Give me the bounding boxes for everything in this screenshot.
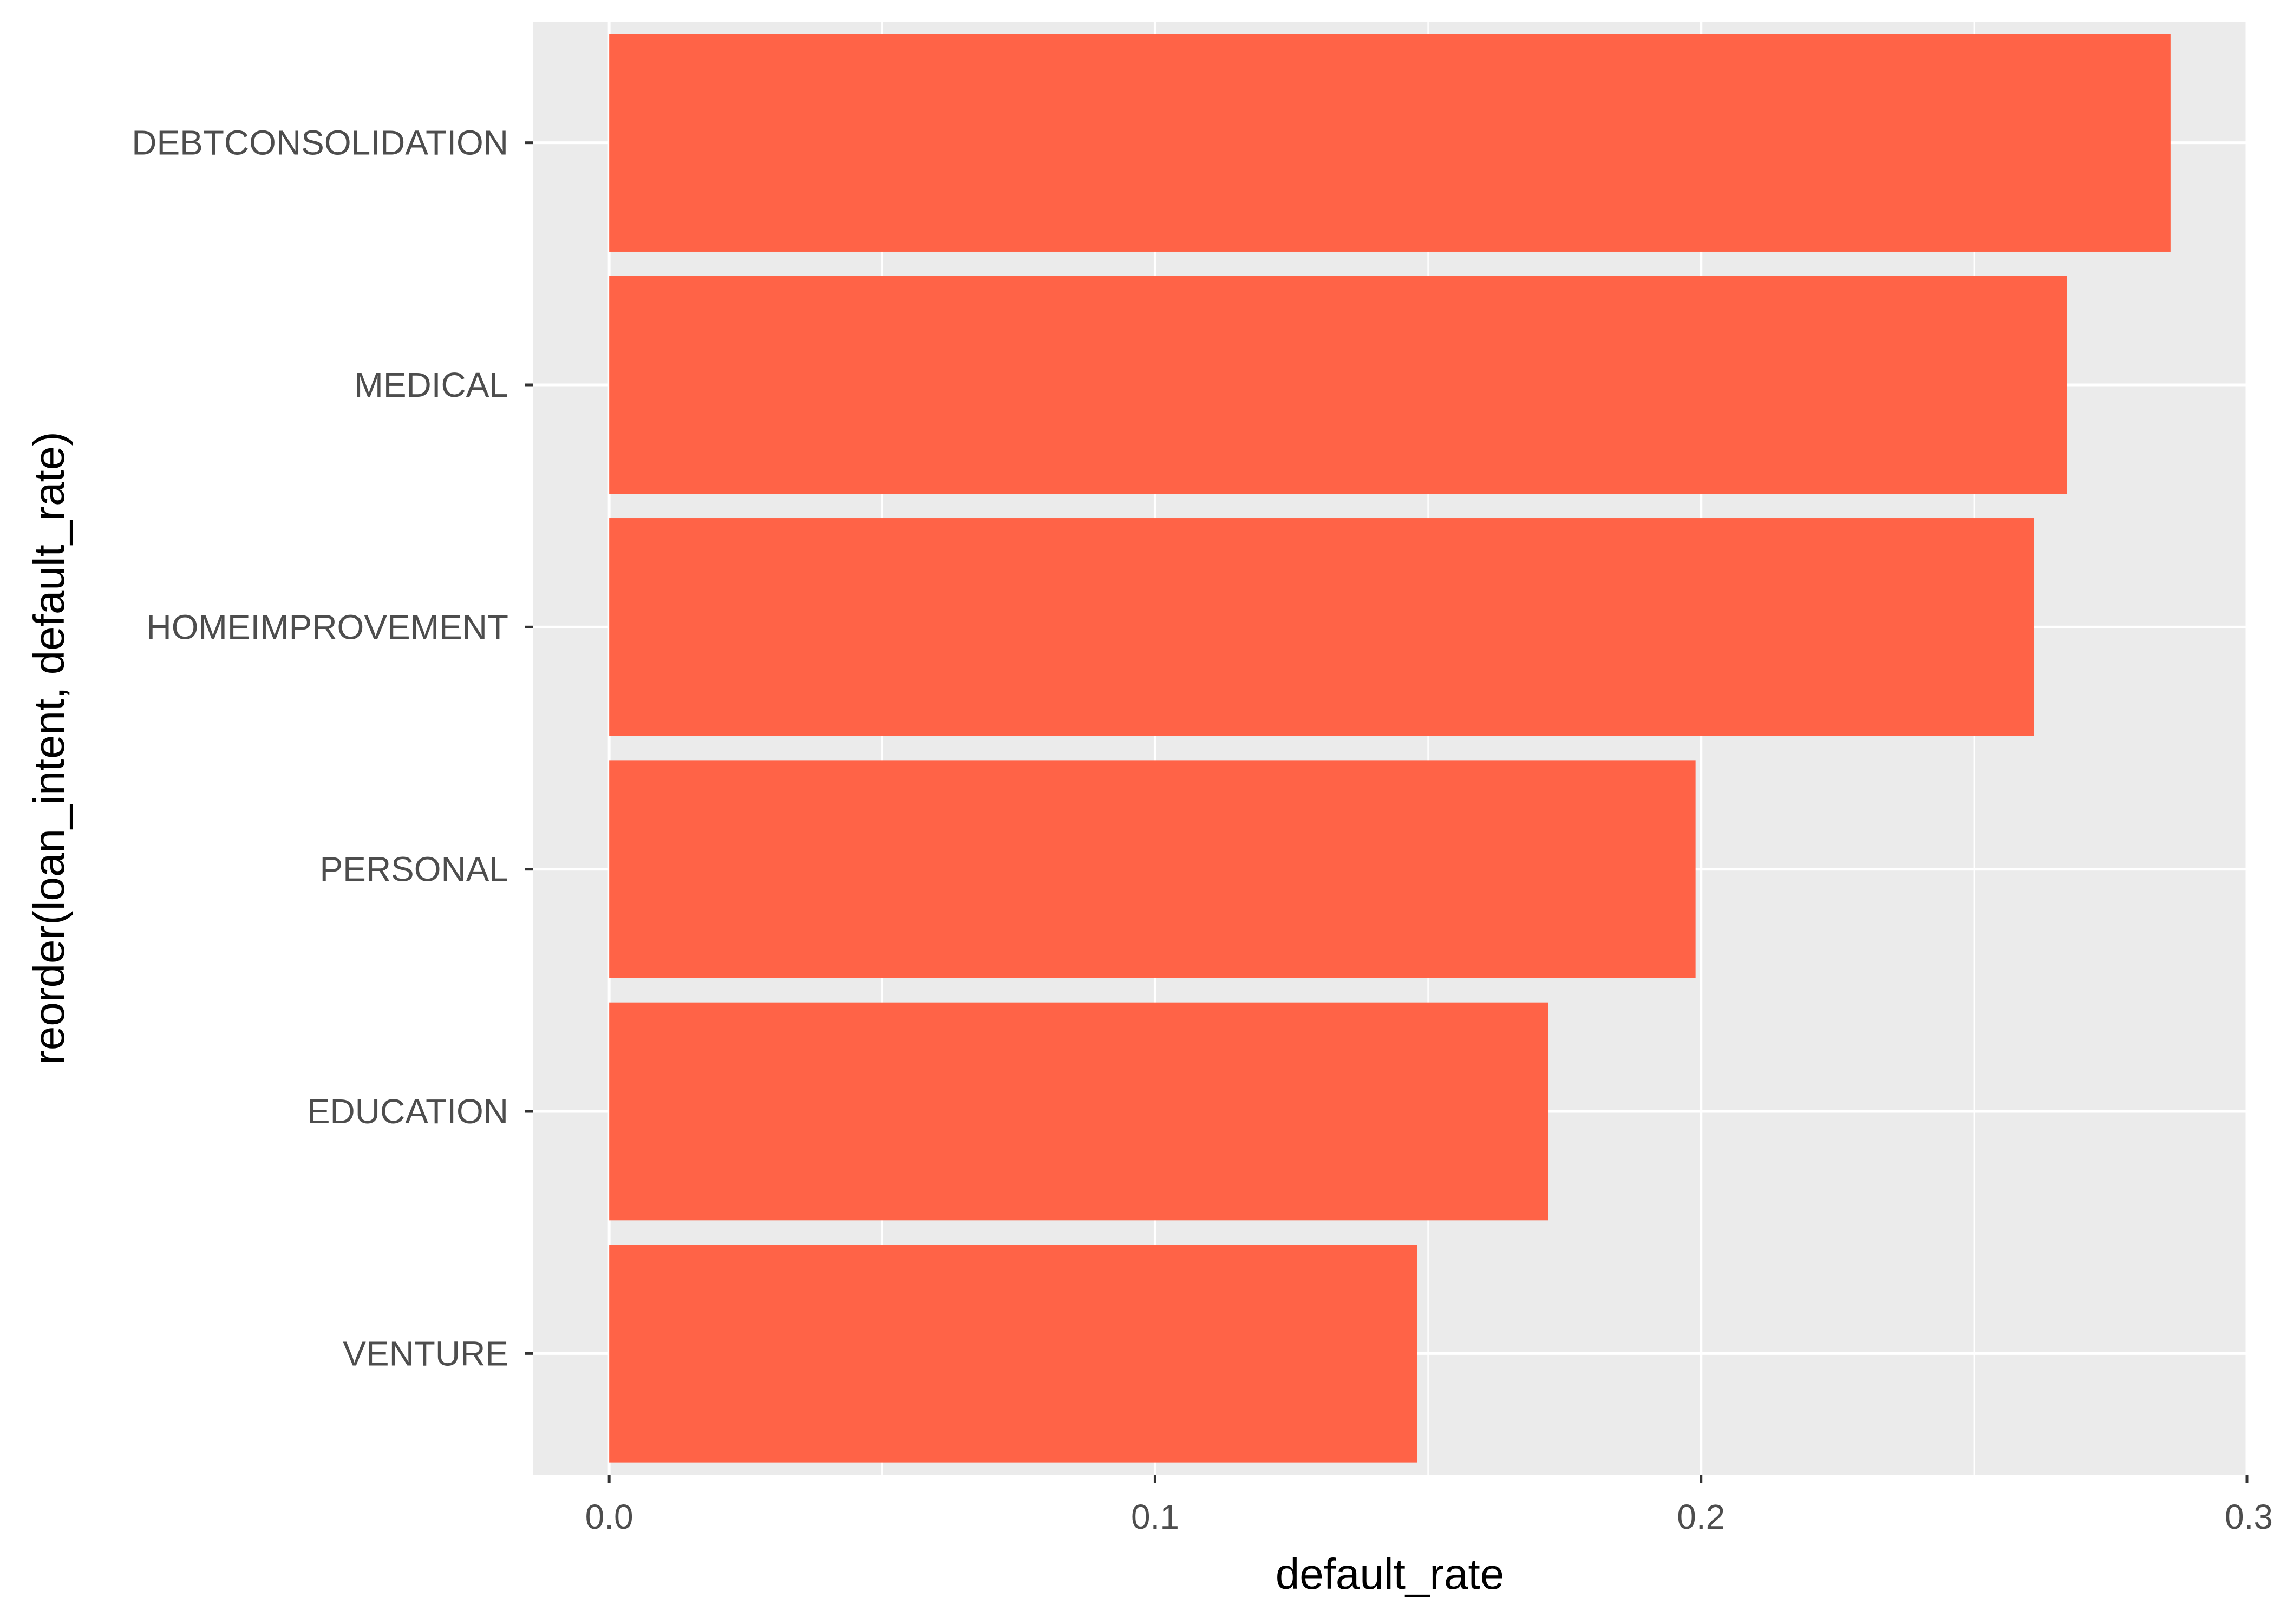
y-tick-label: EDUCATION [307, 1092, 508, 1131]
bars [609, 34, 2171, 1463]
x-tick-label: 0.1 [1131, 1497, 1179, 1536]
bar [609, 276, 2067, 494]
y-axis-title: reorder(loan_intent, default_rate) [25, 431, 73, 1065]
plot-panel [533, 22, 2247, 1475]
bar [609, 34, 2171, 252]
bar [609, 518, 2034, 736]
x-axis-title: default_rate [1276, 1550, 1505, 1598]
y-axis: DEBTCONSOLIDATION MEDICAL HOMEIMPROVEMENT P… [132, 123, 533, 1373]
y-tick-label: MEDICAL [355, 365, 509, 404]
y-tick-label: PERSONAL [319, 850, 508, 889]
bar [609, 1002, 1548, 1221]
y-tick-label: VENTURE [343, 1334, 508, 1373]
y-tick-label: DEBTCONSOLIDATION [132, 123, 508, 162]
bar [609, 1245, 1417, 1463]
x-tick-label: 0.0 [585, 1497, 633, 1536]
minor-gridlines [881, 22, 1975, 1475]
x-tick-label: 0.3 [2225, 1497, 2273, 1536]
x-tick-label: 0.2 [1677, 1497, 1725, 1536]
x-axis: 0.0 0.1 0.2 0.3 [585, 1475, 2273, 1536]
y-tick-label: HOMEIMPROVEMENT [147, 607, 508, 646]
bar [609, 760, 1696, 978]
